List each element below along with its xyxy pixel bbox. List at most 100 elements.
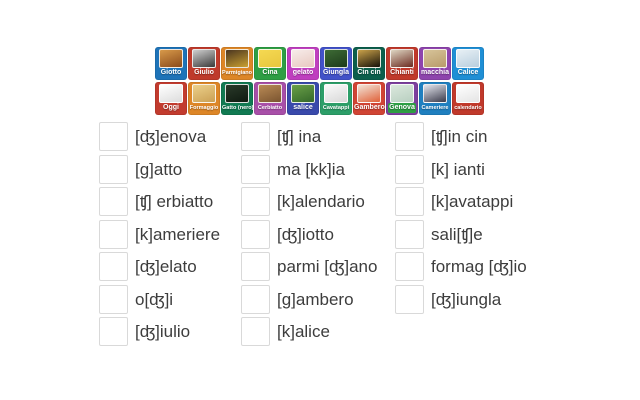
- tile-cin-cin[interactable]: Cin cin: [353, 47, 385, 80]
- item-label: [k]alice: [277, 322, 330, 341]
- answer-row: formag [ʤ]io: [395, 252, 527, 281]
- tile-cerbiatto[interactable]: Cerbiatto: [254, 82, 286, 115]
- answer-row: [ʧ] ina: [241, 122, 377, 151]
- item-label: [ʧ] erbiatto: [135, 192, 214, 211]
- tile-label: Cin cin: [357, 69, 381, 76]
- tile-label: Cerbiatto: [257, 105, 283, 111]
- drop-slot[interactable]: [395, 122, 424, 151]
- item-label: [ʤ]iungla: [431, 289, 502, 309]
- item-label: [ʧ] ina: [277, 127, 322, 146]
- drop-slot[interactable]: [99, 187, 128, 216]
- answer-row: [ʤ]iulio: [99, 317, 220, 346]
- drop-slot[interactable]: [99, 284, 128, 314]
- tile-label: Chianti: [390, 69, 414, 76]
- tile-label: Cameriere: [421, 105, 449, 111]
- tile-label: Cavatappi: [322, 105, 350, 111]
- drop-slot[interactable]: [241, 187, 270, 216]
- drop-slot[interactable]: [395, 154, 424, 184]
- genova-photo: [390, 84, 414, 103]
- tile-macchia[interactable]: macchia: [419, 47, 451, 80]
- drop-slot[interactable]: [241, 252, 270, 281]
- drop-slot[interactable]: [99, 122, 128, 151]
- tile-salice[interactable]: salice: [287, 82, 319, 115]
- item-label: sali[ʧ]e: [431, 224, 483, 244]
- calendario-photo: [456, 84, 480, 103]
- oggi-photo: [159, 84, 183, 103]
- parmigiano-photo: [225, 49, 249, 68]
- answer-column-1: [ʤ]enova [g]atto [ʧ] erbiatto [k]ameriere [ʤ…: [99, 122, 220, 346]
- tile-genova[interactable]: Genova: [386, 82, 418, 115]
- tile-giulio[interactable]: Giulio: [188, 47, 220, 80]
- item-label: formag [ʤ]io: [431, 257, 527, 276]
- drop-slot[interactable]: [395, 219, 424, 249]
- drop-slot[interactable]: [241, 284, 270, 314]
- tile-label: calendario: [454, 105, 482, 111]
- chianti-photo: [390, 49, 414, 68]
- answer-row: sali[ʧ]e: [395, 219, 527, 249]
- tile-calice[interactable]: Calice: [452, 47, 484, 80]
- drop-slot[interactable]: [99, 154, 128, 184]
- tile-gatto-nero[interactable]: Gatto (nero): [221, 82, 253, 115]
- answer-row: ma [kk]ia: [241, 154, 377, 184]
- item-label: [k]ameriere: [135, 224, 221, 244]
- salice-photo: [291, 84, 315, 103]
- tile-cavatappi[interactable]: Cavatappi: [320, 82, 352, 115]
- answer-row: [ʧ]in cin: [395, 122, 527, 151]
- tile-label: Formaggio: [189, 105, 219, 111]
- cameriere-photo: [423, 84, 447, 103]
- tile-parmigiano[interactable]: Parmigiano: [221, 47, 253, 80]
- drop-slot[interactable]: [395, 284, 424, 314]
- answer-row: o[ʤ]i: [99, 284, 220, 314]
- answer-row: [ʧ] erbiatto: [99, 187, 220, 216]
- tile-formaggio[interactable]: Formaggio: [188, 82, 220, 115]
- tile-label: Oggi: [163, 104, 179, 111]
- tile-cameriere[interactable]: Cameriere: [419, 82, 451, 115]
- drop-slot[interactable]: [241, 154, 270, 184]
- item-label: [ʤ]iotto: [277, 224, 334, 244]
- answer-row: [g]ambero: [241, 284, 377, 314]
- drop-slot[interactable]: [99, 317, 128, 346]
- tile-label: Giungla: [322, 69, 350, 76]
- item-label: [ʧ]in cin: [431, 127, 488, 146]
- tile-gambero[interactable]: Gambero: [353, 82, 385, 115]
- item-label: [ʤ]iulio: [135, 322, 191, 341]
- tile-label: Cina: [262, 69, 278, 76]
- answer-column-3: [ʧ]in cin [k] ianti [k]avatappi sali[ʧ]e for…: [395, 122, 527, 314]
- answer-row: [g]atto: [99, 154, 220, 184]
- item-label: [ʤ]enova: [135, 127, 207, 146]
- tile-oggi[interactable]: Oggi: [155, 82, 187, 115]
- gelato-photo: [291, 49, 315, 68]
- answer-row: [ʤ]iungla: [395, 284, 527, 314]
- tile-calendario[interactable]: calendario: [452, 82, 484, 115]
- tile-label: macchia: [420, 69, 450, 76]
- item-label: [g]ambero: [277, 289, 354, 309]
- answer-row: [ʤ]iotto: [241, 219, 377, 249]
- tile-label: gelato: [292, 69, 314, 76]
- item-label: [ʤ]elato: [135, 257, 197, 276]
- tile-label: salice: [293, 104, 313, 111]
- tile-label: Parmigiano: [222, 70, 252, 76]
- macchia-photo: [423, 49, 447, 68]
- giotto-photo: [159, 49, 183, 68]
- drop-slot[interactable]: [241, 317, 270, 346]
- drop-slot[interactable]: [99, 252, 128, 281]
- cina-photo: [258, 49, 282, 68]
- drop-slot[interactable]: [99, 219, 128, 249]
- tile-gelato[interactable]: gelato: [287, 47, 319, 80]
- tile-giungla[interactable]: Giungla: [320, 47, 352, 80]
- tile-giotto[interactable]: Giotto: [155, 47, 187, 80]
- tile-cina[interactable]: Cina: [254, 47, 286, 80]
- item-label: o[ʤ]i: [135, 289, 174, 309]
- drop-slot[interactable]: [395, 187, 424, 216]
- tile-label: Giotto: [160, 69, 182, 76]
- answer-column-2: [ʧ] ina ma [kk]ia [k]alendario [ʤ]iotto parm…: [241, 122, 377, 346]
- answer-row: parmi [ʤ]ano: [241, 252, 377, 281]
- answer-row: [ʤ]elato: [99, 252, 220, 281]
- drop-slot[interactable]: [241, 122, 270, 151]
- gatto-nero-photo: [225, 84, 249, 103]
- drop-slot[interactable]: [241, 219, 270, 249]
- tile-chianti[interactable]: Chianti: [386, 47, 418, 80]
- drop-slot[interactable]: [395, 252, 424, 281]
- answer-row: [k]ameriere: [99, 219, 221, 249]
- cin-cin-photo: [357, 49, 381, 68]
